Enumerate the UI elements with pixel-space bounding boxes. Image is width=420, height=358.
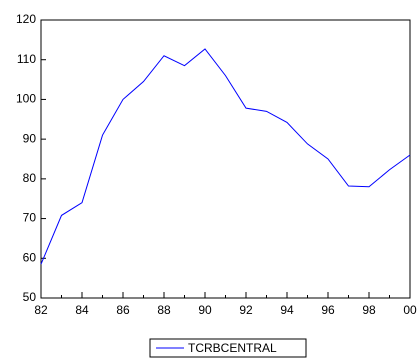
y-tick-label: 120 — [16, 12, 36, 26]
y-tick-label: 110 — [17, 52, 36, 66]
legend-label: TCRBCENTRAL — [188, 341, 277, 355]
legend-box — [149, 338, 307, 358]
x-tick-label: 94 — [280, 303, 294, 317]
y-tick-label: 90 — [23, 131, 37, 145]
x-tick-label: 92 — [239, 303, 253, 317]
x-tick-label: 82 — [34, 303, 48, 317]
x-tick-label: 96 — [321, 303, 335, 317]
y-tick-label: 50 — [23, 290, 37, 304]
plot-frame — [40, 19, 411, 299]
line-series — [40, 48, 411, 265]
x-tick-label: 90 — [198, 303, 212, 317]
x-tick-label: 88 — [157, 303, 171, 317]
y-tick-label: 80 — [23, 171, 37, 185]
x-tick-label: 86 — [116, 303, 130, 317]
x-tick-label: 84 — [75, 303, 89, 317]
x-tick-label: 00 — [403, 303, 417, 317]
y-tick-label: 70 — [23, 211, 37, 225]
y-tick-label: 100 — [16, 92, 36, 106]
y-tick-label: 60 — [23, 250, 37, 264]
x-tick-label: 98 — [362, 303, 376, 317]
